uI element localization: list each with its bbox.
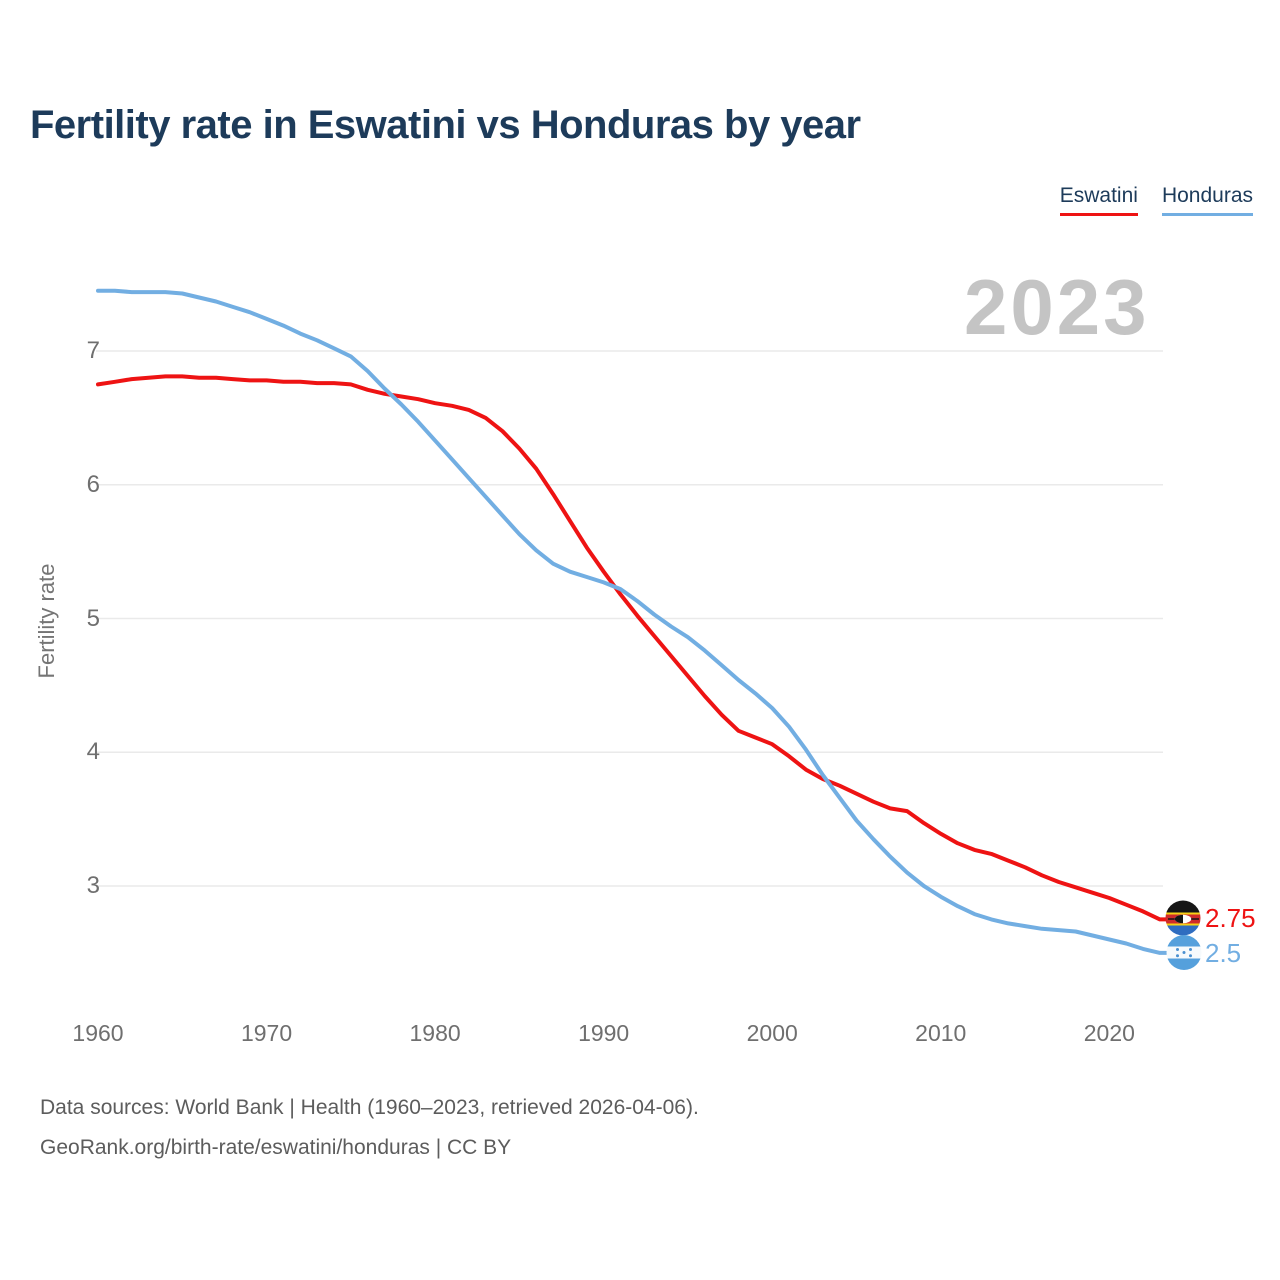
x-tick-label: 1970 (240, 1020, 293, 1046)
gridlines (96, 350, 1163, 887)
x-tick-label: 2020 (1083, 1020, 1135, 1046)
x-tick-label: 2010 (915, 1020, 967, 1046)
legend-item-eswatini[interactable]: Eswatini (1059, 184, 1138, 216)
footer-sources: Data sources: World Bank | Health (1960–… (40, 1096, 699, 1119)
legend-item-honduras[interactable]: Honduras (1161, 184, 1253, 216)
legend: Eswatini Honduras (1059, 184, 1253, 216)
honduras-end-value: 2.5 (1205, 938, 1242, 968)
year-watermark: 2023 (964, 263, 1150, 351)
series-line-eswatini (96, 374, 1168, 922)
page-title: Fertility rate in Eswatini vs Honduras b… (30, 103, 861, 147)
y-tick-label: 6 (86, 470, 100, 498)
y-tick-label: 3 (86, 872, 100, 899)
x-tick-label: 2000 (746, 1020, 798, 1046)
series-line-honduras (96, 288, 1168, 955)
footer: Data sources: World Bank | Health (1960–… (40, 1088, 699, 1168)
y-tick-label: 4 (86, 738, 100, 766)
x-tick-label: 1990 (578, 1020, 630, 1046)
data-series (96, 288, 1168, 955)
eswatini-flag-icon (1165, 900, 1201, 936)
y-tick-label: 7 (86, 337, 100, 364)
x-tick-label: 1960 (72, 1020, 124, 1046)
y-tick-label: 5 (86, 604, 100, 632)
x-tick-label: 1980 (409, 1020, 461, 1046)
eswatini-end-value: 2.75 (1205, 903, 1256, 933)
honduras-flag-icon (1166, 935, 1202, 970)
footer-attribution: GeoRank.org/birth-rate/eswatini/honduras… (40, 1136, 512, 1159)
